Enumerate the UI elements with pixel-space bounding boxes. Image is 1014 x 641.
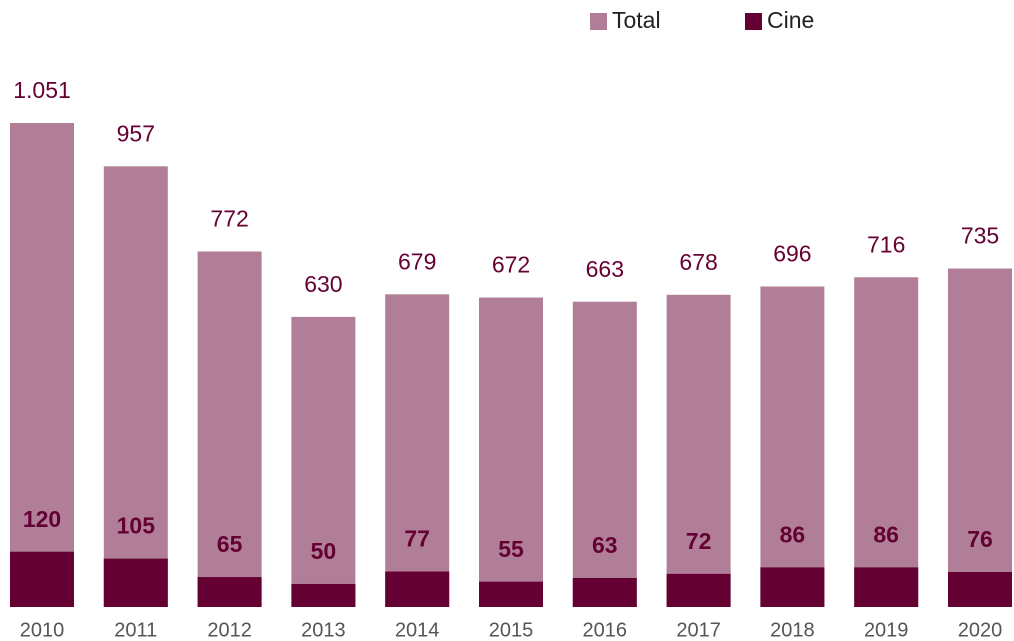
bar: [291, 316, 356, 607]
bar: [385, 294, 450, 607]
x-tick-label: 2010: [20, 619, 65, 641]
x-tick-label: 2015: [489, 619, 534, 641]
bar: [103, 166, 168, 607]
bar: [948, 268, 1012, 607]
x-tick-label: 2016: [583, 619, 628, 641]
x-tick-label: 2020: [958, 619, 1003, 641]
x-tick-label: 2019: [864, 619, 909, 641]
bar: [479, 581, 543, 607]
value-label: 957: [117, 120, 155, 146]
bar: [103, 558, 168, 607]
legend-label: Cine: [767, 7, 814, 33]
x-tick-label: 2013: [301, 619, 346, 641]
bar: [666, 294, 731, 607]
bar: [10, 551, 74, 607]
legend-swatch: [745, 13, 762, 30]
x-tick-label: 2012: [207, 619, 252, 641]
bar: [197, 577, 262, 607]
bar: [479, 297, 543, 607]
value-label: 65: [217, 531, 243, 557]
bar: [854, 277, 919, 607]
value-label: 72: [686, 528, 712, 554]
x-tick-label: 2017: [676, 619, 721, 641]
value-label: 630: [304, 271, 342, 297]
value-label: 50: [311, 538, 337, 564]
bar: [760, 567, 825, 607]
bar: [666, 573, 731, 607]
value-label: 105: [117, 513, 156, 539]
value-label: 716: [867, 231, 905, 257]
value-label: 679: [398, 248, 436, 274]
x-tick-label: 2011: [114, 619, 157, 641]
value-label: 120: [23, 506, 61, 532]
legend-label: Total: [612, 7, 661, 33]
value-label: 678: [679, 249, 717, 275]
value-label: 63: [592, 532, 618, 558]
bar: [572, 577, 637, 607]
bar: [291, 583, 356, 607]
value-label: 772: [210, 206, 248, 232]
bar: [197, 251, 262, 607]
value-label: 77: [404, 526, 430, 552]
bar: [948, 572, 1012, 607]
value-label: 672: [492, 252, 530, 278]
value-label: 696: [773, 241, 811, 267]
bar: [572, 301, 637, 607]
bar: [10, 123, 74, 608]
value-label: 55: [498, 536, 524, 562]
x-tick-label: 2018: [770, 619, 815, 641]
bar: [760, 286, 825, 607]
value-label: 735: [961, 223, 999, 249]
value-label: 86: [873, 521, 899, 547]
x-tick-label: 2014: [395, 619, 440, 641]
value-label: 86: [780, 521, 806, 547]
value-label: 76: [967, 526, 993, 552]
bar: [385, 571, 450, 607]
legend-swatch: [590, 13, 607, 30]
value-label: 663: [586, 256, 624, 282]
value-label: 1.051: [13, 77, 71, 103]
bar: [854, 567, 919, 607]
